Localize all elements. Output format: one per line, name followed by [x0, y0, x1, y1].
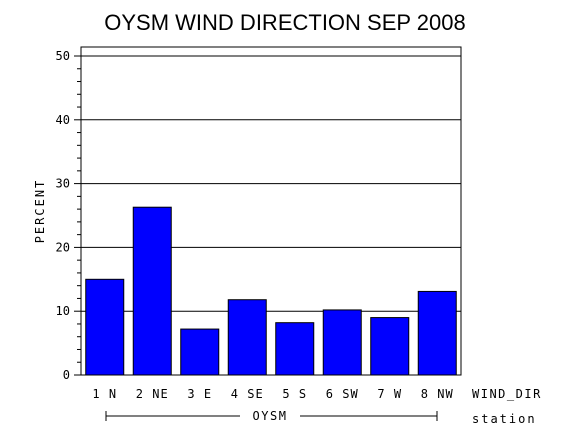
- group-value-label: OYSM: [253, 409, 288, 423]
- bar-3-e: [180, 328, 220, 376]
- x-tick-label-2-ne: 2 NE: [136, 387, 169, 401]
- bar-5-s: [275, 322, 315, 376]
- x-tick-label-3-e: 3 E: [187, 387, 212, 401]
- x-tick-label-4-se: 4 SE: [231, 387, 264, 401]
- bars-group: [85, 206, 457, 376]
- x-axis: 1 N 2 NE 3 E 4 SE 5 S 6 SW 7 W 8 NW: [92, 387, 454, 401]
- y-tick-label-0: 0: [63, 368, 70, 382]
- x-tick-label-1-n: 1 N: [92, 387, 117, 401]
- bar-7-w: [370, 317, 410, 376]
- group-label: station: [472, 412, 537, 426]
- chart-title: OYSM WIND DIRECTION SEP 2008: [104, 10, 465, 35]
- bar-4-se: [227, 299, 267, 376]
- y-tick-label-50: 50: [56, 49, 70, 63]
- x-tick-label-7-w: 7 W: [377, 387, 402, 401]
- bar-1-n: [85, 278, 125, 376]
- bar-2-ne: [132, 206, 172, 376]
- y-tick-label-30: 30: [56, 177, 70, 191]
- y-tick-label-10: 10: [56, 304, 70, 318]
- plot-frame: [80, 46, 462, 376]
- x-tick-label-6-sw: 6 SW: [326, 387, 359, 401]
- y-tick-label-20: 20: [56, 240, 70, 254]
- y-axis: 0 10 20 30 40 50: [56, 49, 81, 382]
- bar-6-sw: [322, 309, 362, 376]
- x-tick-label-5-s: 5 S: [282, 387, 307, 401]
- bar-8-nw: [417, 290, 457, 376]
- y-axis-label: PERCENT: [33, 179, 47, 244]
- x-axis-label: WIND_DIR: [472, 387, 542, 401]
- y-tick-label-40: 40: [56, 113, 70, 127]
- x-tick-label-8-nw: 8 NW: [421, 387, 454, 401]
